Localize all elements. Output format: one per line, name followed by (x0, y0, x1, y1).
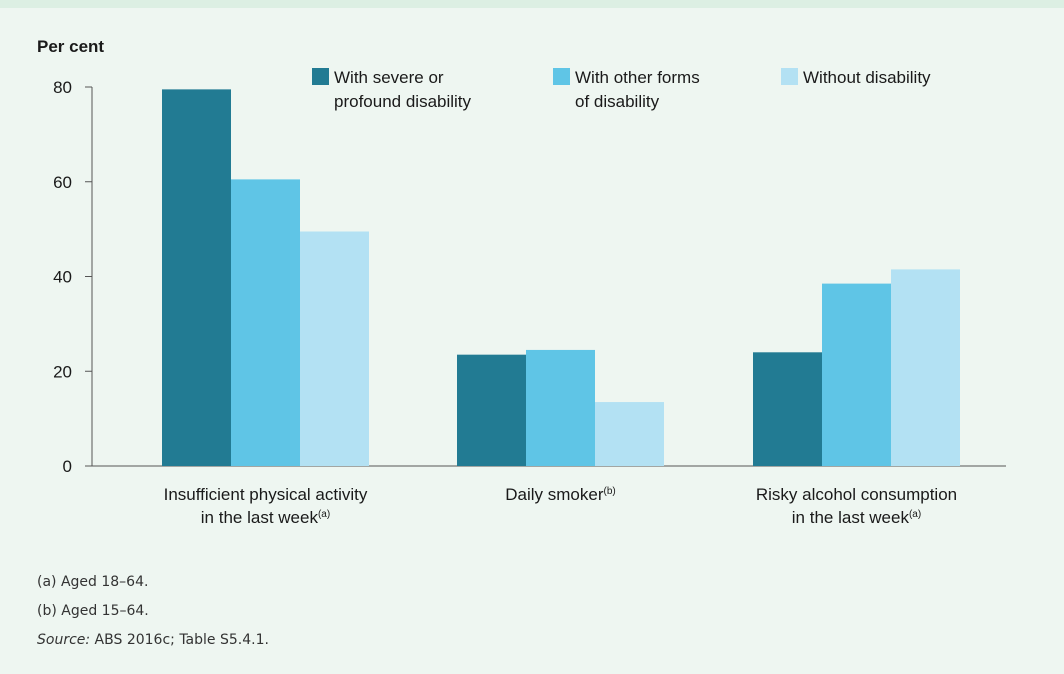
note-a: (a) Aged 18–64. (37, 574, 149, 590)
footnote-marker: (a) (909, 509, 921, 520)
y-tick-label: 20 (53, 362, 72, 381)
legend-swatch-1 (312, 68, 329, 85)
footnote-marker: (b) (604, 486, 616, 497)
x-category-label: in the last week(a) (792, 508, 921, 527)
y-tick-label: 0 (63, 457, 72, 476)
chart-notes: (a) Aged 18–64. (b) Aged 15–64. Source: … (37, 568, 269, 655)
bar-series-2-category-1 (231, 179, 300, 466)
note-b: (b) Aged 15–64. (37, 603, 149, 619)
source-text: ABS 2016c; Table S5.4.1. (90, 632, 269, 648)
bar-series-2-category-3 (822, 283, 891, 466)
legend-label-2: of disability (575, 92, 660, 111)
bar-series-3-category-3 (891, 269, 960, 466)
source-line: Source: ABS 2016c; Table S5.4.1. (37, 626, 269, 655)
legend-label-2: With other forms (575, 68, 700, 87)
bar-series-1-category-2 (457, 354, 526, 466)
top-band (0, 0, 1064, 8)
bar-series-2-category-2 (526, 349, 595, 466)
source-label: Source: (37, 632, 91, 648)
legend-label-1: With severe or (334, 68, 444, 87)
bar-series-3-category-1 (300, 231, 369, 466)
y-tick-label: 40 (53, 268, 72, 287)
legend-label-3: Without disability (803, 68, 931, 87)
y-tick-label: 60 (53, 173, 72, 192)
bar-series-1-category-3 (753, 352, 822, 466)
bar-series-3-category-2 (595, 402, 664, 466)
y-tick-label: 80 (53, 78, 72, 97)
bar-chart: Per cent 0 20 40 60 80 Insufficient physical a… (37, 37, 1006, 527)
y-axis-title: Per cent (37, 37, 104, 56)
legend-swatch-2 (553, 68, 570, 85)
x-category-label: Insufficient physical activity (164, 485, 368, 504)
x-category-label: Daily smoker(b) (505, 485, 615, 504)
footnote-marker: (a) (318, 509, 330, 520)
legend-label-1: profound disability (334, 92, 472, 111)
legend-swatch-3 (781, 68, 798, 85)
bar-series-1-category-1 (162, 89, 231, 467)
x-category-label: in the last week(a) (201, 508, 330, 527)
x-category-label: Risky alcohol consumption (756, 485, 957, 504)
